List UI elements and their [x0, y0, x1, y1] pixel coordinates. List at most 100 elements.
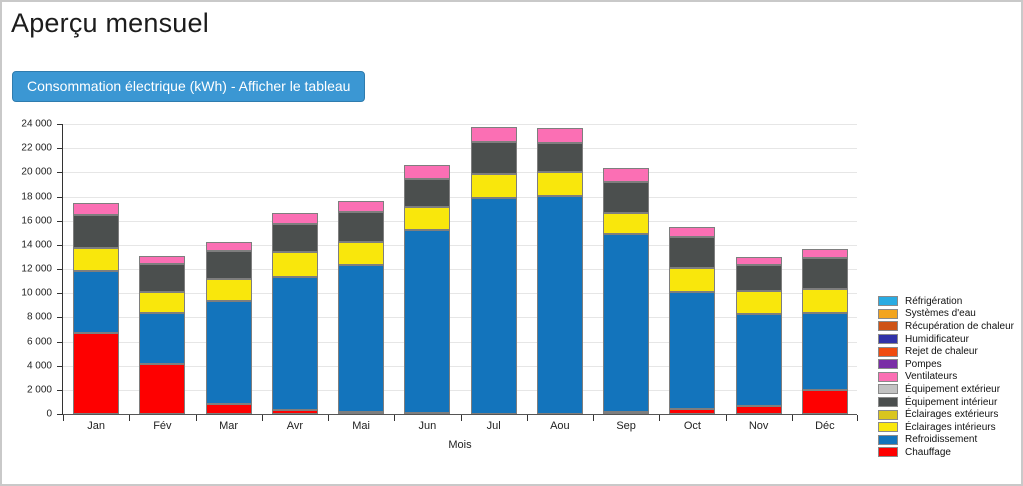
legend-item[interactable]: Chauffage: [878, 446, 1021, 459]
bar-segment[interactable]: [271, 276, 318, 410]
legend-swatch-icon: [878, 321, 898, 332]
legend-item[interactable]: Équipement intérieur: [878, 396, 1021, 409]
bar-segment[interactable]: [404, 165, 451, 179]
bar-segment[interactable]: [139, 291, 186, 313]
legend-item[interactable]: Humidificateur: [878, 333, 1021, 346]
bar-segment[interactable]: [470, 173, 517, 198]
bar-segment[interactable]: [73, 270, 120, 334]
bar-aou[interactable]: [536, 124, 583, 414]
x-axis-tick: [857, 415, 858, 421]
bar-jan[interactable]: [73, 124, 120, 414]
bar-segment[interactable]: [205, 241, 252, 252]
bar-nov[interactable]: [735, 124, 782, 414]
bar-segment[interactable]: [205, 251, 252, 279]
bar-segment[interactable]: [669, 291, 716, 410]
bar-segment[interactable]: [73, 214, 120, 248]
bar-segment[interactable]: [139, 312, 186, 365]
bar-déc[interactable]: [801, 124, 848, 414]
bar-segment[interactable]: [536, 195, 583, 414]
x-category-label: Mar: [219, 420, 239, 432]
legend-item[interactable]: Systèmes d'eau: [878, 308, 1021, 321]
bar-segment[interactable]: [603, 412, 650, 414]
y-tick-label: 20 000: [21, 166, 52, 178]
bar-segment[interactable]: [801, 249, 848, 258]
legend-item[interactable]: Rejet de chaleur: [878, 345, 1021, 358]
x-axis-tick: [328, 415, 329, 421]
bar-jul[interactable]: [470, 124, 517, 414]
bar-oct[interactable]: [669, 124, 716, 414]
y-tick-label: 2 000: [26, 384, 52, 396]
bar-segment[interactable]: [669, 226, 716, 237]
bar-segment[interactable]: [404, 207, 451, 231]
bar-segment[interactable]: [271, 223, 318, 253]
x-category-label: Jan: [87, 420, 105, 432]
bar-segment[interactable]: [603, 233, 650, 413]
y-tick-label: 12 000: [21, 263, 52, 275]
bar-segment[interactable]: [801, 390, 848, 414]
legend-item[interactable]: Refroidissement: [878, 434, 1021, 447]
bar-segment[interactable]: [669, 237, 716, 269]
bar-segment[interactable]: [271, 252, 318, 277]
bar-segment[interactable]: [801, 257, 848, 289]
bar-segment[interactable]: [735, 406, 782, 414]
bar-segment[interactable]: [205, 404, 252, 414]
bar-segment[interactable]: [139, 264, 186, 292]
bar-mar[interactable]: [205, 124, 252, 414]
bar-segment[interactable]: [139, 364, 186, 414]
bar-segment[interactable]: [470, 127, 517, 143]
bar-segment[interactable]: [470, 197, 517, 414]
legend-item[interactable]: Récupération de chaleur: [878, 320, 1021, 333]
bar-segment[interactable]: [735, 256, 782, 265]
legend-item[interactable]: Éclairages extérieurs: [878, 408, 1021, 421]
bar-segment[interactable]: [271, 409, 318, 414]
bar-segment[interactable]: [603, 167, 650, 182]
bar-segment[interactable]: [205, 278, 252, 302]
legend-item[interactable]: Équipement extérieur: [878, 383, 1021, 396]
bar-segment[interactable]: [801, 312, 848, 391]
bar-segment[interactable]: [338, 201, 385, 213]
bar-avr[interactable]: [271, 124, 318, 414]
bar-segment[interactable]: [73, 333, 120, 414]
bar-segment[interactable]: [735, 313, 782, 407]
bar-segment[interactable]: [139, 255, 186, 265]
bar-segment[interactable]: [536, 127, 583, 144]
legend-item[interactable]: Éclairages intérieurs: [878, 421, 1021, 434]
bar-segment[interactable]: [404, 178, 451, 208]
y-axis-tick: [57, 414, 63, 415]
bar-segment[interactable]: [338, 212, 385, 242]
bar-segment[interactable]: [603, 182, 650, 213]
bar-segment[interactable]: [470, 142, 517, 174]
bar-segment[interactable]: [338, 412, 385, 414]
bar-segment[interactable]: [205, 301, 252, 405]
legend-label: Réfrigération: [905, 295, 963, 307]
bar-segment[interactable]: [338, 241, 385, 266]
bar-fév[interactable]: [139, 124, 186, 414]
bar-segment[interactable]: [404, 230, 451, 413]
bar-mai[interactable]: [338, 124, 385, 414]
bar-segment[interactable]: [735, 291, 782, 314]
bar-segment[interactable]: [735, 264, 782, 292]
show-table-button[interactable]: Consommation électrique (kWh) - Afficher…: [12, 71, 366, 102]
bar-sep[interactable]: [603, 124, 650, 414]
legend-swatch-icon: [878, 346, 898, 357]
bar-segment[interactable]: [536, 171, 583, 196]
legend-swatch-icon: [878, 359, 898, 370]
legend-item[interactable]: Pompes: [878, 358, 1021, 371]
x-category-label: Mai: [352, 420, 370, 432]
bar-segment[interactable]: [73, 247, 120, 271]
legend-item[interactable]: Réfrigération: [878, 295, 1021, 308]
bar-segment[interactable]: [603, 212, 650, 234]
bar-segment[interactable]: [801, 288, 848, 313]
bar-segment[interactable]: [338, 265, 385, 413]
bar-segment[interactable]: [536, 143, 583, 172]
bar-segment[interactable]: [669, 409, 716, 414]
bar-segment[interactable]: [271, 212, 318, 224]
legend-label: Équipement intérieur: [905, 396, 998, 408]
bar-segment[interactable]: [669, 268, 716, 292]
legend-label: Équipement extérieur: [905, 383, 1001, 395]
x-axis-tick: [129, 415, 131, 421]
bar-jun[interactable]: [404, 124, 451, 414]
legend-item[interactable]: Ventilateurs: [878, 371, 1021, 384]
bar-segment[interactable]: [73, 202, 120, 215]
